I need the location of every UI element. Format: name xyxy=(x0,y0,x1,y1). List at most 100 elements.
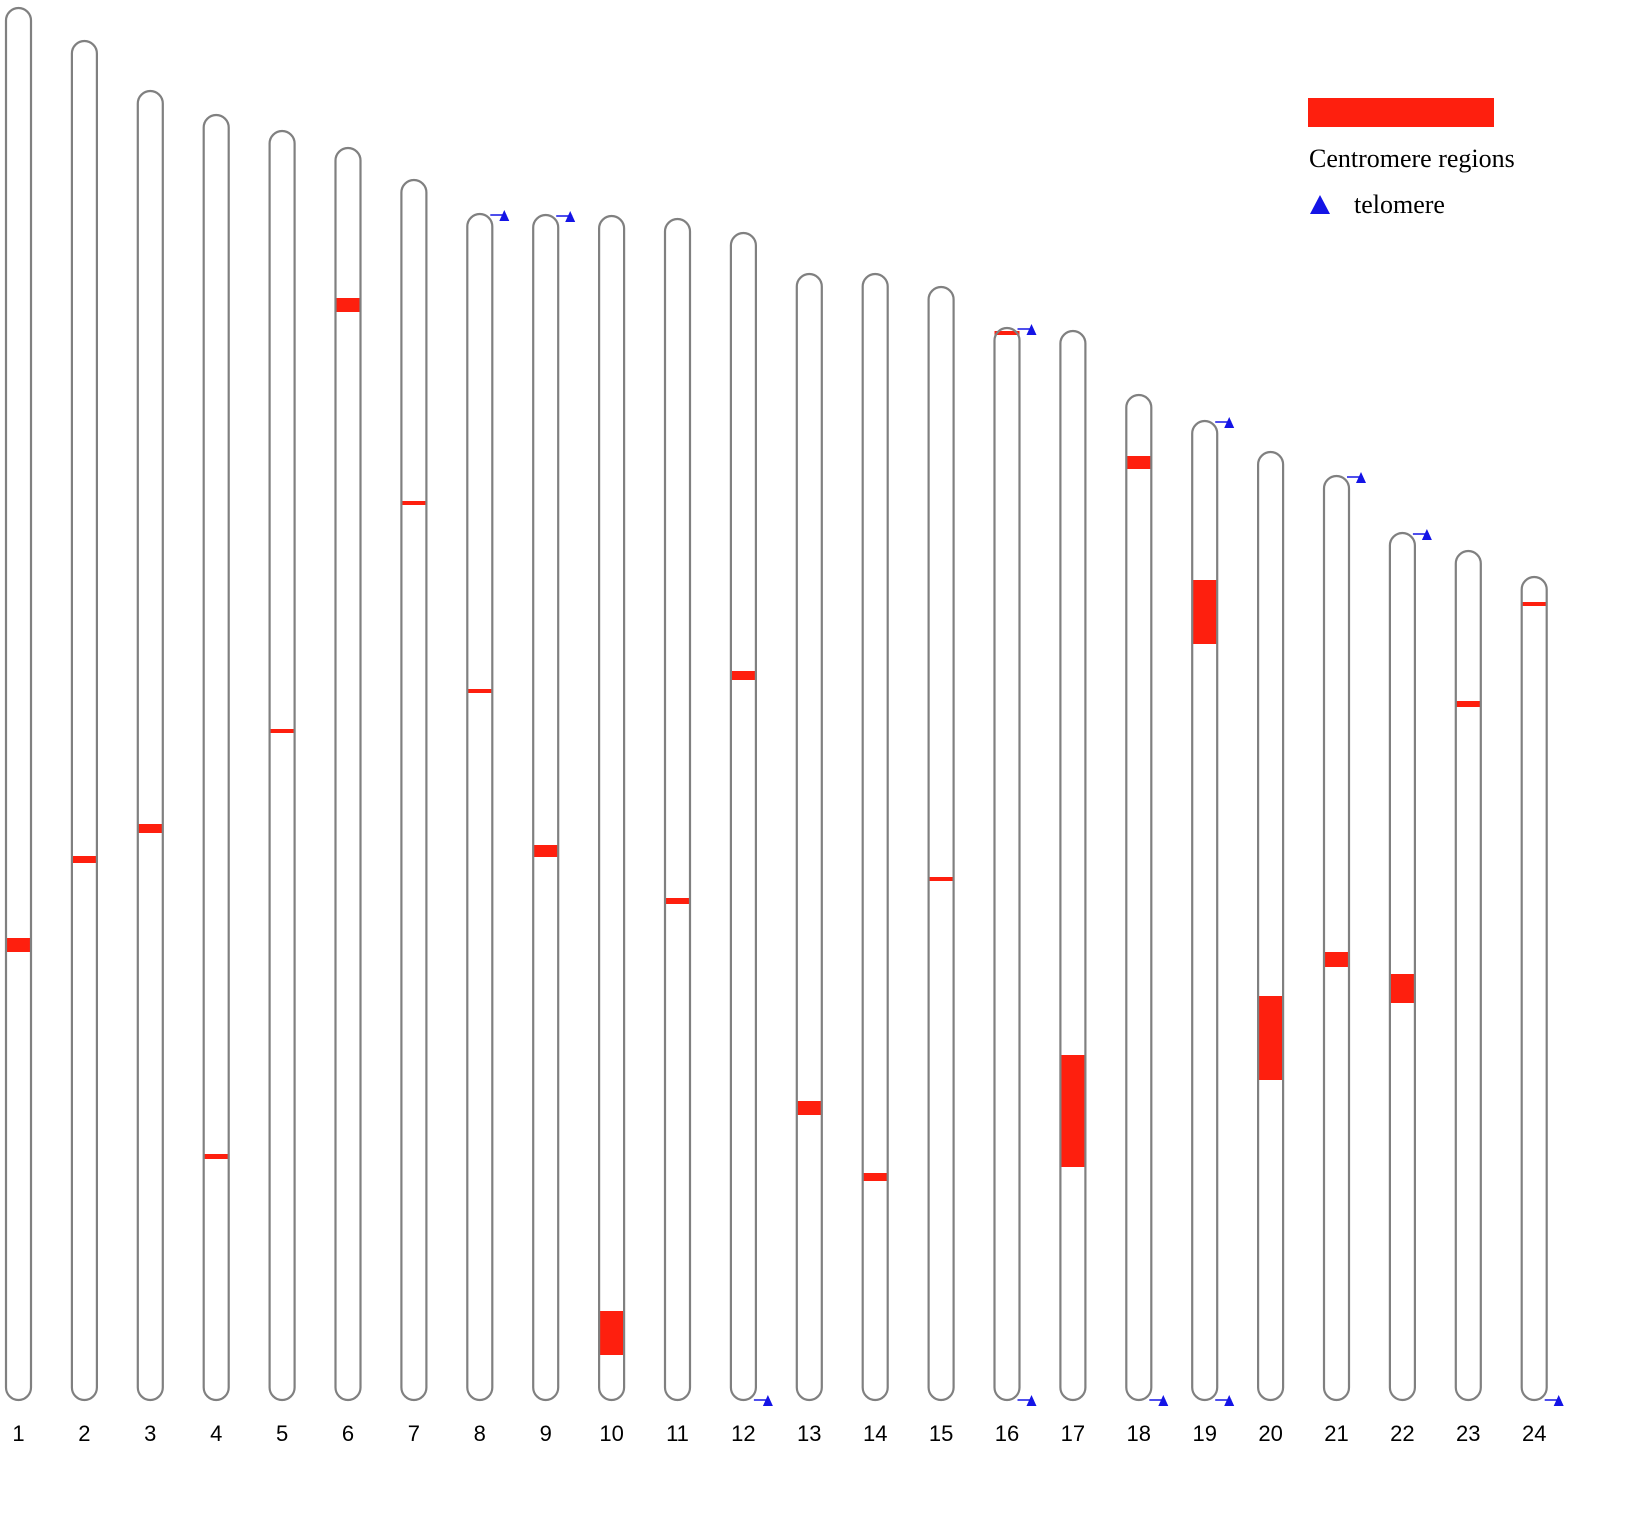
chromosome-body xyxy=(663,217,692,1402)
chromosome-17: 17 xyxy=(1059,329,1087,1446)
chromosome-label: 9 xyxy=(540,1421,552,1446)
chromosome-20: 20 xyxy=(1256,450,1285,1446)
centromere-band xyxy=(71,856,97,863)
chromosome-1: 1 xyxy=(4,6,33,1446)
telomere-mark-icon xyxy=(1356,472,1366,483)
chromosome-4: 4 xyxy=(202,113,230,1446)
centromere-band xyxy=(467,689,493,693)
centromere-band xyxy=(796,1101,822,1115)
telomere-mark-icon xyxy=(499,210,510,221)
telomere-mark-icon xyxy=(565,211,576,222)
telomere-mark-icon xyxy=(1553,1395,1564,1406)
centromere-band xyxy=(862,1173,888,1181)
telomere-marker-bottom xyxy=(1017,1395,1037,1406)
chromosome-label: 12 xyxy=(731,1421,755,1446)
chromosome-14: 14 xyxy=(861,272,889,1446)
centromere-band xyxy=(203,1154,229,1159)
chromosome-label: 4 xyxy=(210,1421,222,1446)
chromosome-2: 2 xyxy=(70,39,99,1446)
chromosome-label: 18 xyxy=(1127,1421,1151,1446)
legend-telomere-label: telomere xyxy=(1354,190,1445,219)
legend-centromere-swatch xyxy=(1308,98,1494,127)
chromosome-body xyxy=(268,129,296,1402)
chromosome-label: 13 xyxy=(797,1421,821,1446)
chromosome-body xyxy=(1388,531,1417,1402)
telomere-marker-top xyxy=(490,210,510,221)
centromere-band xyxy=(6,938,31,952)
chromosome-body xyxy=(1125,393,1153,1402)
centromere-band xyxy=(269,729,295,733)
chromosome-11: 11 xyxy=(663,217,692,1446)
chromosome-label: 5 xyxy=(276,1421,288,1446)
chromosome-label: 2 xyxy=(78,1421,90,1446)
telomere-mark-icon xyxy=(1224,417,1235,428)
chromosome-12: 12 xyxy=(729,231,758,1446)
chromosome-label: 10 xyxy=(599,1421,623,1446)
telomere-mark-icon xyxy=(762,1395,773,1406)
chromosome-label: 14 xyxy=(863,1421,887,1446)
centromere-band xyxy=(1455,701,1481,707)
chromosome-label: 19 xyxy=(1192,1421,1216,1446)
chromosome-body xyxy=(1059,329,1087,1402)
centromere-band xyxy=(1258,996,1284,1080)
chromosome-9: 9 xyxy=(532,213,560,1446)
legend-telomere-icon xyxy=(1310,195,1330,214)
chromosome-body xyxy=(1191,419,1219,1402)
chromosome-18: 18 xyxy=(1125,393,1153,1446)
centromere-band xyxy=(533,845,559,857)
chromosome-label: 23 xyxy=(1456,1421,1480,1446)
chromosome-label: 22 xyxy=(1390,1421,1414,1446)
chromosome-body xyxy=(927,285,955,1402)
centromere-band xyxy=(1389,974,1415,1003)
centromere-band xyxy=(401,501,427,505)
chromosome-body xyxy=(993,326,1021,1402)
telomere-mark-icon xyxy=(1224,1395,1235,1406)
chromosome-22: 22 xyxy=(1388,531,1417,1446)
telomere-marker-top xyxy=(1412,529,1432,540)
chromosome-3: 3 xyxy=(136,89,164,1446)
chromosome-23: 23 xyxy=(1454,549,1482,1446)
centromere-band xyxy=(1126,456,1152,469)
chromosome-body xyxy=(1322,474,1351,1402)
telomere-mark-icon xyxy=(1026,1395,1037,1406)
centromere-band xyxy=(599,1311,625,1355)
telomere-marker-bottom xyxy=(1544,1395,1564,1406)
chromosome-body xyxy=(861,272,889,1402)
chromosome-body xyxy=(202,113,230,1402)
chromosome-7: 7 xyxy=(400,178,428,1446)
chromosome-label: 15 xyxy=(929,1421,953,1446)
centromere-band xyxy=(1192,580,1218,644)
centromere-band xyxy=(137,824,163,833)
centromere-band xyxy=(928,877,954,881)
chromosome-8: 8 xyxy=(466,212,494,1446)
telomere-marker-top xyxy=(1347,472,1366,483)
centromere-band xyxy=(730,671,756,680)
chromosome-13: 13 xyxy=(795,272,823,1446)
chromosome-body xyxy=(1256,450,1285,1402)
chromosome-body xyxy=(1520,575,1548,1402)
telomere-marker-top xyxy=(1215,417,1235,428)
telomere-marker-bottom xyxy=(1149,1395,1169,1406)
chromosome-group: 1 2 3 4 5 6 7 8 9 10 11 12 13 14 15 16 17 18 19 20 21 22 23 24 xyxy=(4,6,1564,1446)
chromosome-6: 6 xyxy=(334,146,362,1446)
chromosome-10: 10 xyxy=(597,214,626,1446)
chromosome-21: 21 xyxy=(1322,474,1351,1446)
chromosome-16: 16 xyxy=(993,326,1021,1446)
chromosome-body xyxy=(4,6,33,1402)
chromosome-5: 5 xyxy=(268,129,296,1446)
chromosome-label: 7 xyxy=(408,1421,420,1446)
chromosome-body xyxy=(795,272,823,1402)
chromosome-label: 24 xyxy=(1522,1421,1546,1446)
chromosome-label: 6 xyxy=(342,1421,354,1446)
chromosome-label: 3 xyxy=(144,1421,156,1446)
chromosome-label: 8 xyxy=(474,1421,486,1446)
chromosome-label: 21 xyxy=(1324,1421,1348,1446)
chromosome-body xyxy=(466,212,494,1402)
telomere-mark-icon xyxy=(1158,1395,1169,1406)
chromosome-24: 24 xyxy=(1520,575,1548,1446)
centromere-band xyxy=(335,298,361,312)
chromosome-body xyxy=(532,213,560,1402)
chromosome-label: 17 xyxy=(1061,1421,1085,1446)
telomere-marker-bottom xyxy=(753,1395,773,1406)
telomere-mark-icon xyxy=(1026,324,1037,335)
